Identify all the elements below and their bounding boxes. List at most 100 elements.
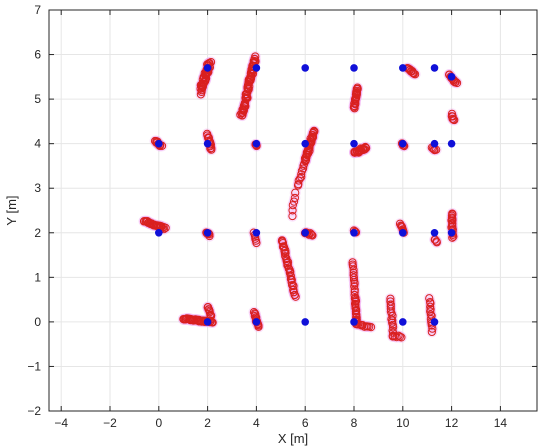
reference-point — [399, 318, 407, 326]
measured-point — [206, 312, 216, 321]
y-tick-label: −2 — [27, 404, 41, 418]
reference-point — [301, 64, 310, 72]
measured-point — [308, 231, 317, 240]
measured-point — [281, 246, 290, 255]
reference-points-layer — [155, 64, 456, 326]
y-tick-label: −1 — [27, 359, 41, 373]
x-tick-label: 6 — [302, 416, 309, 430]
reference-point — [447, 73, 456, 81]
measured-point — [353, 83, 362, 92]
x-tick-label: 14 — [494, 416, 508, 430]
x-tick-label: 0 — [155, 416, 162, 430]
measured-point — [295, 174, 305, 183]
y-tick-label: 6 — [34, 48, 41, 62]
measured-point — [452, 78, 462, 88]
y-axis-label: Y [m] — [4, 195, 19, 225]
reference-point — [350, 64, 358, 72]
y-tick-label: 5 — [34, 92, 41, 106]
measured-point — [448, 219, 457, 228]
reference-point — [301, 318, 310, 326]
measured-point — [426, 302, 435, 311]
reference-point — [350, 139, 358, 148]
measured-point — [427, 327, 436, 337]
measured-point — [288, 201, 297, 210]
reference-point — [399, 139, 407, 148]
measured-point — [288, 206, 297, 215]
measured-point — [249, 308, 259, 317]
measured-point — [299, 164, 308, 173]
measured-point — [395, 332, 404, 341]
measured-point — [300, 159, 309, 168]
measured-point — [206, 57, 216, 67]
x-tick-label: −4 — [54, 416, 68, 430]
measured-point — [451, 77, 460, 87]
reference-point — [301, 139, 310, 148]
measured-point — [349, 273, 358, 282]
measured-point — [290, 290, 299, 300]
measured-point — [310, 127, 319, 136]
plot-frame — [48, 9, 538, 412]
reference-point — [203, 228, 212, 237]
measured-point — [349, 265, 358, 274]
reference-point — [301, 228, 310, 237]
reference-point — [252, 64, 261, 72]
reference-point — [430, 228, 439, 237]
reference-point — [399, 228, 407, 237]
reference-point — [252, 228, 261, 237]
y-tick-label: 0 — [34, 315, 41, 329]
reference-point — [203, 139, 212, 148]
reference-point — [203, 318, 212, 326]
reference-point — [155, 139, 163, 148]
x-tick-label: 2 — [204, 416, 211, 430]
measured-point — [290, 193, 299, 203]
measured-point — [241, 93, 250, 103]
measured-point — [252, 238, 261, 248]
reference-point — [350, 318, 358, 326]
measured-point — [159, 225, 169, 234]
y-tick-label: 2 — [34, 226, 41, 240]
measured-point — [280, 249, 290, 258]
reference-point — [203, 64, 212, 72]
measured-point — [366, 323, 376, 332]
measured-point — [278, 238, 288, 248]
y-tick-label: 4 — [34, 137, 41, 151]
measured-point — [283, 260, 292, 269]
reference-point — [252, 139, 261, 148]
x-tick-label: 12 — [445, 416, 459, 430]
reference-point — [155, 228, 163, 237]
measured-point — [428, 324, 437, 333]
measured-point — [289, 197, 299, 206]
measurement-halo-layer — [138, 50, 463, 343]
x-tick-label: 10 — [396, 416, 410, 430]
measured-point — [288, 211, 297, 221]
measured-point — [362, 144, 371, 153]
measured-point — [239, 104, 248, 113]
measured-point — [411, 70, 420, 79]
reference-point — [399, 64, 407, 72]
measured-point — [432, 238, 441, 247]
measured-point — [448, 114, 457, 123]
x-tick-label: 4 — [253, 416, 260, 430]
measured-point — [425, 294, 434, 303]
measured-point — [250, 54, 259, 64]
measured-point — [286, 271, 295, 281]
measured-point — [450, 115, 459, 125]
measured-point — [297, 170, 306, 179]
reference-point — [430, 318, 439, 326]
measured-point — [389, 323, 398, 332]
reference-point — [447, 228, 456, 237]
measured-point — [297, 172, 306, 182]
measured-point — [207, 145, 216, 154]
measured-point — [291, 292, 300, 301]
measured-point — [294, 180, 303, 189]
measured-point — [352, 306, 361, 316]
reference-point — [350, 228, 358, 237]
measured-point — [350, 287, 359, 297]
measured-point — [388, 320, 397, 329]
reference-point — [430, 139, 439, 148]
measured-point — [348, 262, 358, 271]
y-tick-label: 1 — [34, 270, 41, 284]
y-tick-label: 7 — [34, 3, 41, 17]
